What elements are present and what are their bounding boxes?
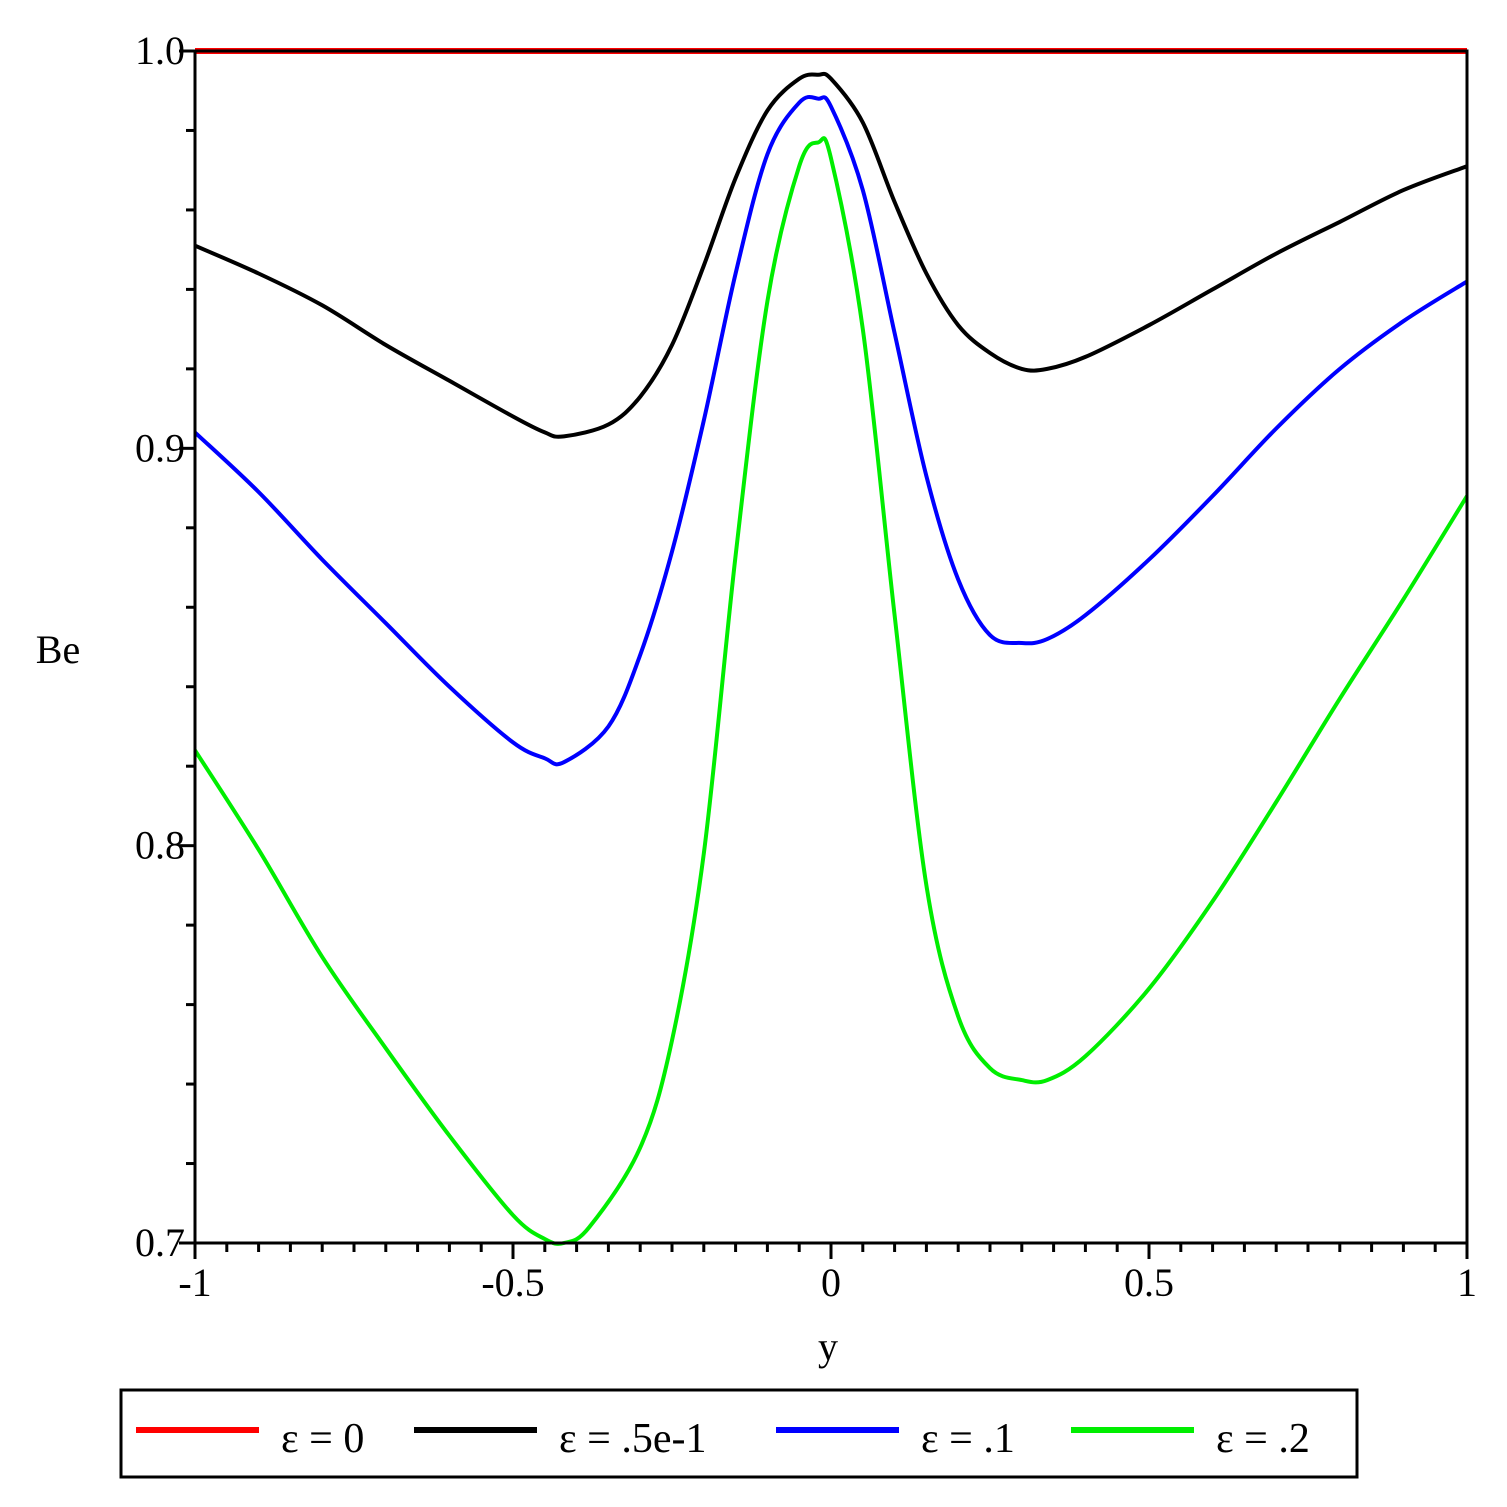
legend-item: ε = .1 (776, 1416, 1015, 1462)
legend-item: ε = .5e-1 (414, 1416, 706, 1462)
legend-label: ε = .1 (921, 1416, 1015, 1462)
x-tick-label: -0.5 (481, 1260, 544, 1305)
series-line-4 (193, 136, 1469, 1246)
x-tick-label: 0 (821, 1260, 841, 1305)
series-line-2 (194, 71, 1468, 439)
legend-label: ε = .2 (1216, 1416, 1310, 1462)
legend: ε = 0 ε = .5e-1 ε = .1 ε = .2 (119, 1388, 1359, 1479)
y-tick-label: 0.7 (135, 1220, 185, 1265)
tick-layer: -1 -0.5 0 0.5 1 0.7 0.8 0.9 1.0 (135, 28, 1477, 1305)
legend-item: ε = .2 (1071, 1416, 1310, 1462)
y-tick-label: 0.8 (135, 823, 185, 868)
legend-label: ε = 0 (281, 1416, 364, 1462)
y-tick-label: 0.9 (135, 425, 185, 470)
x-tick-label: 0.5 (1124, 1260, 1174, 1305)
x-tick-label: -1 (178, 1260, 211, 1305)
y-axis-label: Be (36, 627, 80, 672)
legend-item: ε = 0 (136, 1416, 364, 1462)
x-tick-label: 1 (1457, 1260, 1477, 1305)
y-tick-label: 1.0 (135, 28, 185, 73)
series-line-3 (193, 94, 1469, 767)
x-axis-label: y (818, 1324, 838, 1369)
legend-box (119, 1388, 1359, 1479)
legend-label: ε = .5e-1 (559, 1416, 706, 1462)
